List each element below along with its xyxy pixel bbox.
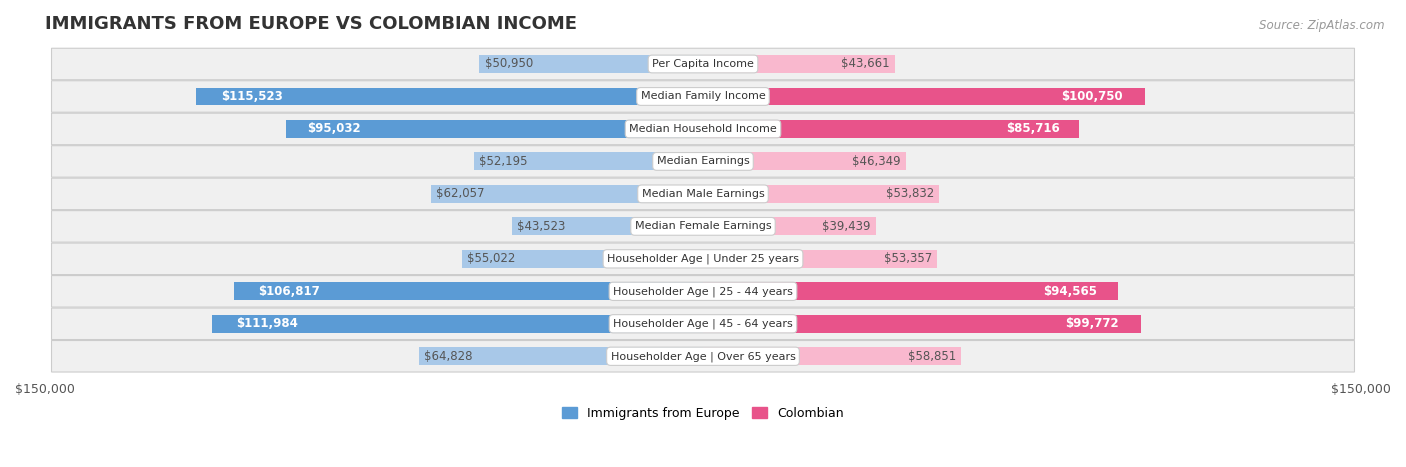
- Text: $53,832: $53,832: [886, 187, 934, 200]
- Bar: [430, 185, 703, 203]
- Bar: [703, 120, 1078, 138]
- Text: IMMIGRANTS FROM EUROPE VS COLOMBIAN INCOME: IMMIGRANTS FROM EUROPE VS COLOMBIAN INCO…: [45, 15, 576, 33]
- Bar: [703, 218, 876, 235]
- FancyBboxPatch shape: [52, 243, 1354, 275]
- Bar: [703, 250, 936, 268]
- FancyBboxPatch shape: [52, 81, 1354, 112]
- Bar: [285, 120, 703, 138]
- Text: $39,439: $39,439: [823, 220, 870, 233]
- Text: $58,851: $58,851: [908, 350, 956, 363]
- Text: $85,716: $85,716: [1007, 122, 1060, 135]
- Text: $52,195: $52,195: [479, 155, 527, 168]
- Bar: [703, 55, 894, 73]
- Bar: [512, 218, 703, 235]
- Bar: [197, 87, 703, 106]
- Text: Median Female Earnings: Median Female Earnings: [634, 221, 772, 231]
- Text: $106,817: $106,817: [257, 285, 319, 298]
- Text: $111,984: $111,984: [236, 317, 298, 330]
- FancyBboxPatch shape: [52, 211, 1354, 242]
- Text: Median Earnings: Median Earnings: [657, 156, 749, 166]
- Text: $95,032: $95,032: [307, 122, 360, 135]
- Text: $99,772: $99,772: [1066, 317, 1119, 330]
- Bar: [479, 55, 703, 73]
- Text: Per Capita Income: Per Capita Income: [652, 59, 754, 69]
- Text: Householder Age | 25 - 44 years: Householder Age | 25 - 44 years: [613, 286, 793, 297]
- Text: Median Household Income: Median Household Income: [628, 124, 778, 134]
- Text: $53,357: $53,357: [883, 252, 932, 265]
- Bar: [703, 153, 907, 170]
- Bar: [703, 185, 939, 203]
- Bar: [235, 283, 703, 300]
- Bar: [703, 315, 1140, 333]
- Bar: [703, 87, 1144, 106]
- Text: $94,565: $94,565: [1043, 285, 1097, 298]
- Legend: Immigrants from Europe, Colombian: Immigrants from Europe, Colombian: [557, 402, 849, 425]
- Text: $43,661: $43,661: [841, 57, 889, 71]
- Text: Median Family Income: Median Family Income: [641, 92, 765, 101]
- Text: $43,523: $43,523: [517, 220, 565, 233]
- Text: Householder Age | Under 25 years: Householder Age | Under 25 years: [607, 254, 799, 264]
- Text: $62,057: $62,057: [436, 187, 485, 200]
- Text: $55,022: $55,022: [467, 252, 515, 265]
- Text: Source: ZipAtlas.com: Source: ZipAtlas.com: [1260, 19, 1385, 32]
- Bar: [212, 315, 703, 333]
- FancyBboxPatch shape: [52, 276, 1354, 307]
- Text: Householder Age | 45 - 64 years: Householder Age | 45 - 64 years: [613, 318, 793, 329]
- Text: Householder Age | Over 65 years: Householder Age | Over 65 years: [610, 351, 796, 361]
- Bar: [703, 347, 962, 365]
- FancyBboxPatch shape: [52, 146, 1354, 177]
- Bar: [474, 153, 703, 170]
- FancyBboxPatch shape: [52, 340, 1354, 372]
- Text: $115,523: $115,523: [222, 90, 283, 103]
- Text: $46,349: $46,349: [852, 155, 901, 168]
- Text: $50,950: $50,950: [485, 57, 533, 71]
- FancyBboxPatch shape: [52, 48, 1354, 80]
- FancyBboxPatch shape: [52, 308, 1354, 340]
- Bar: [703, 283, 1118, 300]
- Bar: [419, 347, 703, 365]
- Text: $64,828: $64,828: [423, 350, 472, 363]
- FancyBboxPatch shape: [52, 178, 1354, 210]
- Text: Median Male Earnings: Median Male Earnings: [641, 189, 765, 199]
- Text: $100,750: $100,750: [1062, 90, 1123, 103]
- Bar: [461, 250, 703, 268]
- FancyBboxPatch shape: [52, 113, 1354, 145]
